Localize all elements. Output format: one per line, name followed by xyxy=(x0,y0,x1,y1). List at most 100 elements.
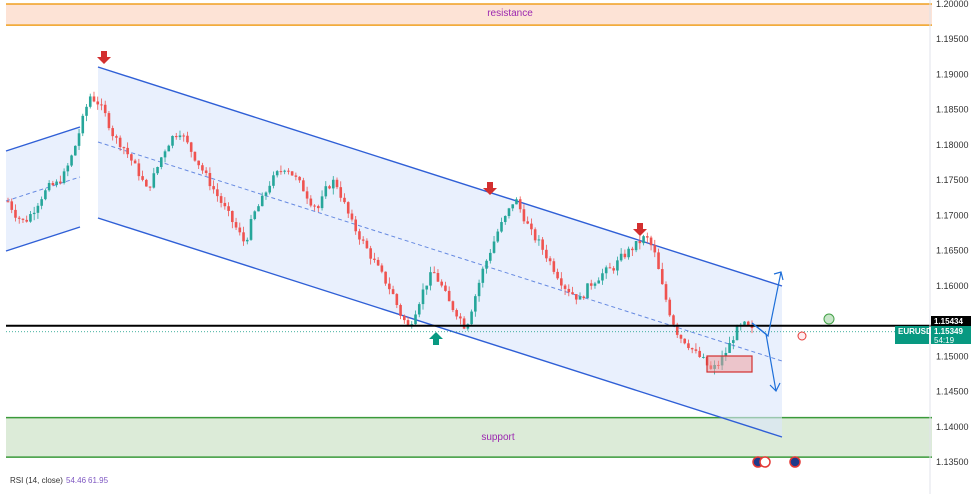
level-price-tag: 1.15434 xyxy=(931,316,971,326)
candle-body xyxy=(698,350,701,357)
candle-body xyxy=(500,222,503,232)
candle-body xyxy=(436,273,440,282)
candle-body xyxy=(395,294,399,305)
candle-body xyxy=(204,170,208,174)
candle-body xyxy=(167,145,171,152)
projection-down-head xyxy=(769,382,781,393)
candle-body xyxy=(679,334,683,339)
candle-body xyxy=(694,349,698,351)
candle-body xyxy=(238,227,242,233)
candles-layer xyxy=(6,91,754,375)
candle-body xyxy=(88,96,92,107)
candle-body xyxy=(373,258,376,260)
candle-body xyxy=(216,189,219,197)
candle-body xyxy=(627,248,630,258)
candle-body xyxy=(567,288,571,293)
y-tick-label: 1.18500 xyxy=(936,105,969,115)
candle-body xyxy=(59,181,62,183)
candle-body xyxy=(122,147,126,149)
projection-up-head xyxy=(773,271,784,281)
candle-body xyxy=(305,191,309,199)
candle-body xyxy=(145,179,148,187)
candle-body xyxy=(672,315,675,325)
candle-body xyxy=(634,241,638,251)
candle-body xyxy=(148,186,152,188)
rsi-indicator-name[interactable]: RSI (14, close) xyxy=(10,476,63,485)
candle-body xyxy=(328,186,331,189)
small-channel-lower xyxy=(5,226,81,252)
candle-body xyxy=(660,269,664,285)
candle-body xyxy=(593,283,597,286)
candle-body xyxy=(552,261,556,272)
candle-body xyxy=(257,206,260,212)
candle-body xyxy=(242,232,245,242)
candle-body xyxy=(675,324,679,335)
candle-body xyxy=(470,311,473,325)
candle-body xyxy=(81,115,85,134)
candle-body xyxy=(335,179,339,188)
level-price-value: 1.15434 xyxy=(934,317,963,326)
candle-body xyxy=(77,133,81,146)
candle-body xyxy=(530,223,533,230)
channel-lower-line xyxy=(97,217,783,438)
candle-body xyxy=(182,135,186,137)
candle-body xyxy=(619,253,623,261)
symbol-tag[interactable]: EURUSD xyxy=(895,326,932,344)
candle-body xyxy=(429,272,432,286)
candle-body xyxy=(32,212,36,215)
candle-body xyxy=(174,135,178,138)
y-tick-label: 1.15000 xyxy=(936,351,969,361)
price-axis[interactable]: 1.20000 1.19500 1.19000 1.18500 1.18000 1.175… xyxy=(929,0,969,494)
candle-body xyxy=(47,182,51,191)
candle-body xyxy=(118,137,122,148)
candle-body xyxy=(189,142,193,152)
candle-body xyxy=(391,289,395,295)
candle-body xyxy=(638,241,642,244)
symbol-name: EURUSD xyxy=(898,327,932,336)
y-tick-label: 1.14500 xyxy=(936,387,969,397)
candle-body xyxy=(649,237,653,246)
candle-body xyxy=(657,252,660,270)
candle-body xyxy=(208,173,212,187)
candle-body xyxy=(245,239,249,242)
candle-body xyxy=(750,325,754,329)
candle-body xyxy=(272,175,275,186)
candle-body xyxy=(384,271,387,284)
candle-body xyxy=(358,231,361,240)
candle-body xyxy=(275,171,279,176)
candle-body xyxy=(159,157,163,167)
candle-body xyxy=(571,292,574,295)
candle-body xyxy=(320,196,324,209)
sell-arrow-2 xyxy=(483,182,497,195)
candle-body xyxy=(302,180,305,192)
candle-body xyxy=(6,201,10,203)
candle-body xyxy=(178,135,182,138)
candle-body xyxy=(578,296,582,300)
countdown-value: 54:19 xyxy=(934,336,955,345)
y-tick-label: 1.14000 xyxy=(936,422,969,432)
candle-body xyxy=(227,206,230,211)
candle-body xyxy=(264,192,268,196)
small-channel-mid xyxy=(5,176,81,202)
y-tick-label: 1.17500 xyxy=(936,175,969,185)
candle-body xyxy=(560,278,563,286)
candle-body xyxy=(171,135,174,146)
y-tick-label: 1.19500 xyxy=(936,34,969,44)
candle-body xyxy=(287,170,290,172)
candle-body xyxy=(309,198,313,206)
candle-body xyxy=(743,321,746,325)
overlays-layer xyxy=(6,51,931,468)
candle-body xyxy=(343,197,346,203)
resistance-zone xyxy=(6,4,932,26)
candle-body xyxy=(604,267,608,274)
candle-body xyxy=(73,145,77,156)
buy-arrow xyxy=(429,332,443,345)
candle-body xyxy=(481,268,485,283)
candle-body xyxy=(107,113,111,129)
candle-body xyxy=(92,96,96,102)
candle-body xyxy=(66,165,70,172)
candle-body xyxy=(223,202,227,207)
candle-body xyxy=(234,222,238,228)
candle-body xyxy=(17,217,21,219)
